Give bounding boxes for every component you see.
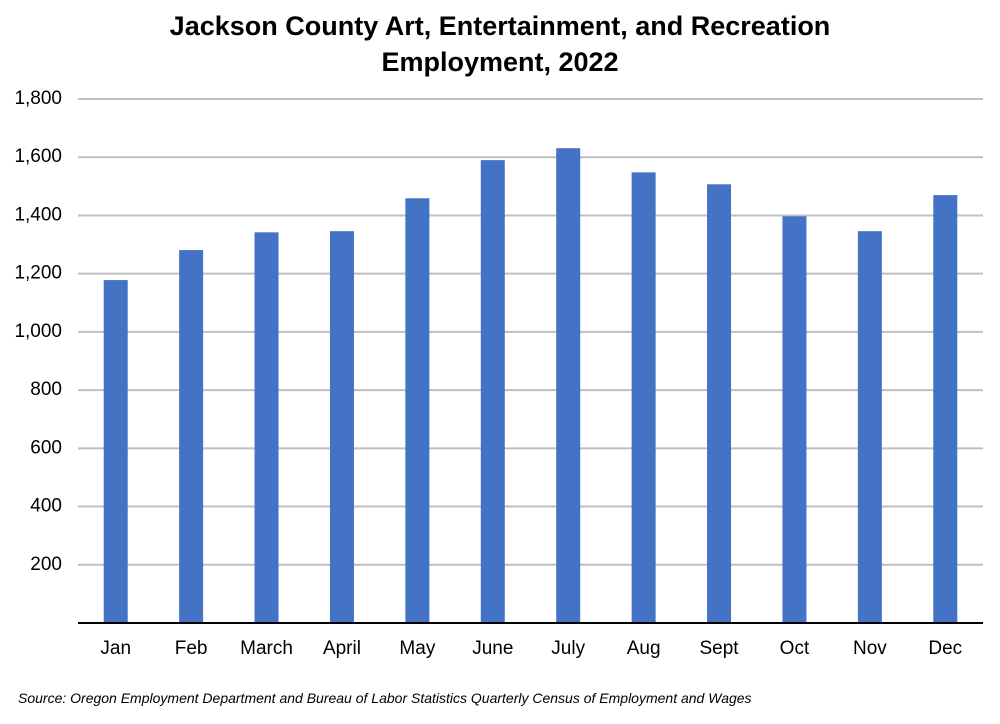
bar <box>556 148 581 623</box>
x-tick-label: Dec <box>928 638 962 659</box>
bar <box>631 172 656 624</box>
y-tick-label: 200 <box>30 554 62 575</box>
y-tick-label: 400 <box>30 496 62 517</box>
bar <box>405 198 430 623</box>
x-tick-label: June <box>472 638 513 659</box>
bar <box>480 160 505 623</box>
y-tick-label: 1,400 <box>14 204 62 225</box>
y-tick-label: 1,600 <box>14 146 62 167</box>
x-tick-label: April <box>323 638 361 659</box>
y-tick-label: 800 <box>30 379 62 400</box>
bar <box>857 231 882 624</box>
bar <box>782 216 807 623</box>
source-note: Source: Oregon Employment Department and… <box>18 690 752 706</box>
x-tick-label: Jan <box>100 638 131 659</box>
x-tick-label: Feb <box>175 638 208 659</box>
x-tick-label: Aug <box>627 638 661 659</box>
bar <box>254 232 279 623</box>
bar <box>933 195 958 624</box>
y-tick-label: 1,800 <box>14 88 62 109</box>
x-tick-label: May <box>399 638 435 659</box>
bar <box>103 280 128 623</box>
x-tick-label: March <box>240 638 293 659</box>
x-tick-label: July <box>551 638 585 659</box>
y-tick-label: 600 <box>30 437 62 458</box>
bar <box>179 250 204 623</box>
x-tick-label: Nov <box>853 638 887 659</box>
bar <box>707 184 732 623</box>
y-tick-label: 1,200 <box>14 263 62 284</box>
x-tick-label: Sept <box>699 638 739 659</box>
bar <box>329 231 354 624</box>
chart-title: Jackson County Art, Entertainment, and R… <box>169 11 831 77</box>
y-tick-label: 1,000 <box>14 321 62 342</box>
x-tick-label: Oct <box>780 638 810 659</box>
